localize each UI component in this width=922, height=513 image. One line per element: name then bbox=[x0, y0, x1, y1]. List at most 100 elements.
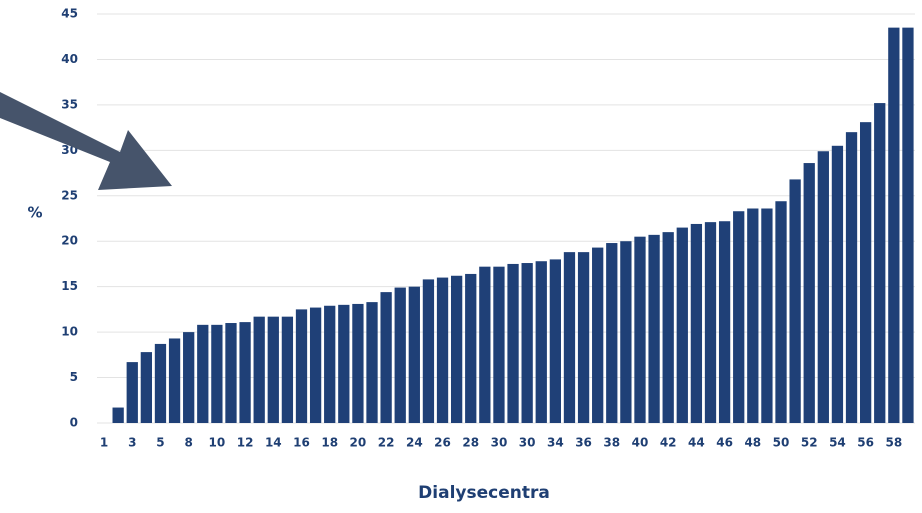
bar bbox=[761, 208, 773, 423]
y-tick-label: 35 bbox=[61, 97, 78, 111]
bar bbox=[859, 122, 872, 423]
y-tick-label: 40 bbox=[61, 52, 78, 66]
x-tick-label: 58 bbox=[885, 436, 902, 450]
bar bbox=[422, 279, 435, 423]
x-tick-label: 20 bbox=[350, 436, 367, 450]
x-tick-label: 56 bbox=[857, 436, 874, 450]
bar bbox=[577, 252, 590, 423]
bar bbox=[479, 266, 491, 423]
bar bbox=[168, 338, 181, 423]
y-tick-label: 25 bbox=[61, 188, 78, 202]
bar bbox=[563, 252, 576, 423]
y-tick-label: 15 bbox=[61, 279, 78, 293]
x-tick-label: 3 bbox=[128, 436, 136, 450]
bar bbox=[338, 304, 350, 423]
bar bbox=[450, 275, 463, 423]
bar bbox=[803, 163, 815, 423]
bar bbox=[140, 352, 153, 423]
x-tick-label: 46 bbox=[716, 436, 733, 450]
bar bbox=[634, 236, 646, 423]
bar bbox=[775, 201, 787, 423]
y-axis-label: % bbox=[27, 204, 42, 222]
x-tick-label: 38 bbox=[603, 436, 620, 450]
x-tick-label: 40 bbox=[632, 436, 649, 450]
bar bbox=[366, 302, 378, 423]
bar bbox=[648, 234, 660, 423]
bar bbox=[465, 273, 477, 423]
bar bbox=[592, 247, 604, 423]
x-tick-label: 1 bbox=[100, 436, 108, 450]
bar bbox=[690, 223, 703, 423]
y-tick-label: 5 bbox=[70, 370, 78, 384]
bar bbox=[436, 277, 449, 423]
y-tick-label: 45 bbox=[61, 7, 78, 21]
x-tick-label: 14 bbox=[265, 436, 282, 450]
x-tick-label: 42 bbox=[660, 436, 677, 450]
bar bbox=[718, 221, 731, 423]
bar bbox=[281, 316, 294, 423]
x-tick-label: 36 bbox=[575, 436, 592, 450]
bar bbox=[606, 243, 618, 423]
bar bbox=[408, 286, 420, 423]
x-tick-label: 26 bbox=[434, 436, 451, 450]
x-tick-label: 52 bbox=[801, 436, 818, 450]
x-tick-label: 18 bbox=[321, 436, 338, 450]
bar bbox=[620, 241, 632, 423]
x-tick-label: 34 bbox=[547, 436, 564, 450]
bar bbox=[197, 324, 209, 423]
bar bbox=[267, 316, 279, 423]
y-tick-label: 0 bbox=[70, 416, 78, 430]
arrow bbox=[0, 92, 172, 190]
bar bbox=[295, 309, 308, 423]
bar bbox=[817, 151, 829, 423]
x-tick-label: 48 bbox=[744, 436, 761, 450]
bar bbox=[154, 343, 167, 423]
bar bbox=[126, 362, 138, 423]
bar bbox=[225, 323, 237, 423]
x-tick-label: 22 bbox=[378, 436, 395, 450]
bar bbox=[324, 305, 336, 423]
x-tick-label: 12 bbox=[237, 436, 254, 450]
bar bbox=[493, 266, 505, 423]
bar bbox=[549, 259, 562, 423]
x-tick-label: 30 bbox=[491, 436, 508, 450]
x-tick-label: 10 bbox=[209, 436, 226, 450]
bar bbox=[394, 287, 406, 423]
x-tick-label: 16 bbox=[293, 436, 310, 450]
bar bbox=[733, 211, 745, 423]
y-tick-label: 20 bbox=[61, 234, 78, 248]
bar bbox=[662, 232, 674, 423]
bar bbox=[789, 179, 801, 423]
x-axis-label: Dialysecentra bbox=[418, 483, 550, 503]
bar bbox=[704, 222, 717, 423]
bar bbox=[239, 322, 251, 423]
bar bbox=[888, 27, 900, 424]
bar bbox=[747, 208, 759, 423]
x-tick-label: 30 bbox=[519, 436, 536, 450]
x-tick-label: 44 bbox=[688, 436, 705, 450]
bar bbox=[309, 307, 322, 423]
bar bbox=[380, 292, 392, 423]
bar bbox=[352, 303, 364, 423]
bar bbox=[521, 263, 533, 423]
bar bbox=[507, 263, 519, 423]
bar bbox=[831, 145, 844, 424]
x-tick-label: 24 bbox=[406, 436, 423, 450]
bar bbox=[253, 316, 265, 423]
bar bbox=[874, 103, 886, 424]
x-tick-label: 5 bbox=[156, 436, 164, 450]
bar bbox=[845, 132, 858, 423]
bar bbox=[535, 261, 547, 423]
bar bbox=[112, 407, 124, 423]
x-tick-label: 8 bbox=[184, 436, 192, 450]
bar bbox=[676, 227, 688, 423]
x-tick-label: 54 bbox=[829, 436, 846, 450]
y-tick-label: 10 bbox=[61, 325, 78, 339]
bar bbox=[902, 27, 914, 424]
x-tick-label: 50 bbox=[773, 436, 790, 450]
x-tick-label: 28 bbox=[462, 436, 479, 450]
bar bbox=[211, 324, 223, 423]
bar bbox=[183, 332, 195, 423]
